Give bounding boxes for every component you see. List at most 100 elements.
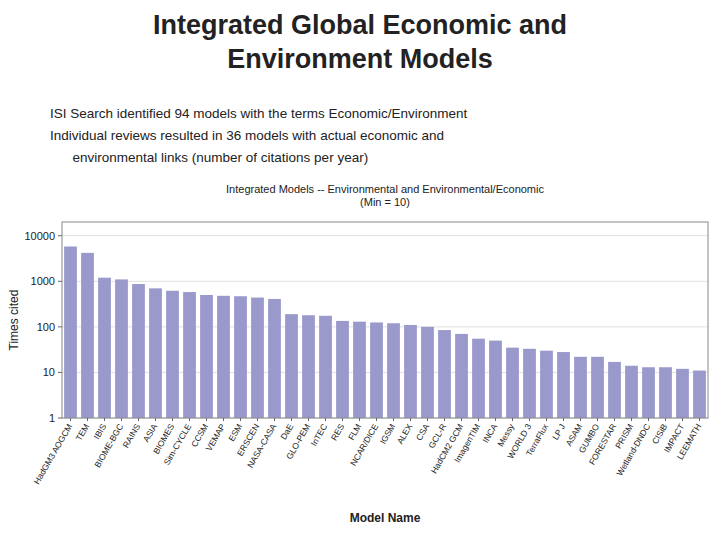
x-tick bbox=[546, 418, 547, 421]
bar bbox=[676, 369, 689, 418]
y-tick-label: 100 bbox=[37, 321, 55, 333]
bars bbox=[64, 246, 706, 418]
bar bbox=[132, 284, 145, 418]
chart-container: Integrated Global Economic and Environmen… bbox=[0, 0, 720, 540]
bar bbox=[404, 325, 417, 418]
x-tick bbox=[104, 418, 105, 421]
bar bbox=[625, 366, 638, 418]
x-tick-label: BIOME-BGC bbox=[92, 422, 125, 469]
x-tick-label: Wetland-DNDC bbox=[614, 422, 652, 478]
x-tick bbox=[87, 418, 88, 421]
bar bbox=[455, 334, 468, 418]
x-tick bbox=[274, 418, 275, 421]
subtitle: ISI Search identified 94 models with the… bbox=[50, 106, 467, 121]
y-tick-label: 10000 bbox=[24, 230, 55, 242]
x-tick bbox=[631, 418, 632, 421]
x-tick bbox=[291, 418, 292, 421]
x-tick bbox=[138, 418, 139, 421]
x-tick bbox=[223, 418, 224, 421]
x-tick bbox=[240, 418, 241, 421]
bar bbox=[183, 292, 196, 418]
grid-line bbox=[62, 235, 708, 236]
y-axis-label: Times cited bbox=[7, 290, 21, 351]
chart: Integrated Global Economic and Environmen… bbox=[0, 0, 720, 540]
bar bbox=[285, 314, 298, 418]
x-tick-label: IBIS bbox=[92, 422, 109, 441]
x-tick-label: RES bbox=[329, 422, 347, 442]
y-tick bbox=[58, 235, 62, 236]
x-tick bbox=[342, 418, 343, 421]
bar bbox=[659, 367, 672, 418]
plot-background bbox=[62, 222, 708, 418]
y-tick bbox=[58, 326, 62, 327]
bar bbox=[370, 322, 383, 418]
x-tick-label: InTEC bbox=[309, 422, 330, 448]
x-tick bbox=[444, 418, 445, 421]
x-tick bbox=[580, 418, 581, 421]
x-tick bbox=[427, 418, 428, 421]
x-tick-label: NCAR/DICE bbox=[348, 422, 380, 468]
grid-line bbox=[62, 281, 708, 282]
x-tick bbox=[563, 418, 564, 421]
bar bbox=[81, 253, 94, 418]
y-tick bbox=[58, 281, 62, 282]
bar bbox=[115, 279, 128, 418]
x-tick-label: GLO-PEM bbox=[284, 422, 312, 461]
bar bbox=[557, 352, 570, 418]
x-tick bbox=[478, 418, 479, 421]
bar bbox=[336, 321, 349, 418]
x-tick bbox=[665, 418, 666, 421]
bar bbox=[64, 246, 77, 418]
x-tick-label: IGSM bbox=[378, 422, 398, 446]
bar bbox=[506, 348, 519, 418]
plot-title: (Min = 10) bbox=[360, 196, 410, 208]
x-tick bbox=[393, 418, 394, 421]
bar bbox=[608, 362, 621, 418]
title: Integrated Global Economic and bbox=[153, 10, 567, 40]
y-tick bbox=[58, 372, 62, 373]
x-tick bbox=[682, 418, 683, 421]
x-tick bbox=[614, 418, 615, 421]
x-tick-label: ALEX bbox=[395, 422, 415, 446]
bar bbox=[523, 349, 536, 418]
x-tick bbox=[495, 418, 496, 421]
bar bbox=[200, 295, 213, 418]
y-tick-label: 10 bbox=[43, 366, 55, 378]
bar bbox=[353, 322, 366, 418]
x-tick-label: TEM bbox=[74, 422, 92, 443]
bar bbox=[234, 296, 247, 418]
x-tick bbox=[155, 418, 156, 421]
x-tick bbox=[257, 418, 258, 421]
x-tick-label: LEEMATH bbox=[675, 422, 703, 461]
y-tick bbox=[58, 418, 62, 419]
x-tick bbox=[121, 418, 122, 421]
bar bbox=[642, 367, 655, 418]
x-tick-label: RAINS bbox=[121, 422, 143, 450]
bar bbox=[438, 330, 451, 418]
bar bbox=[149, 288, 162, 418]
bar bbox=[540, 351, 553, 418]
bar bbox=[693, 371, 706, 418]
x-tick bbox=[70, 418, 71, 421]
x-tick-label: DaE bbox=[278, 422, 295, 442]
bar bbox=[268, 299, 281, 418]
title: Environment Models bbox=[227, 44, 493, 74]
x-tick-label: VEMAP bbox=[204, 422, 228, 453]
bar bbox=[489, 341, 502, 418]
x-tick bbox=[189, 418, 190, 421]
bar bbox=[319, 316, 332, 418]
bar bbox=[251, 298, 264, 418]
subtitle: environmental links (number of citations… bbox=[50, 150, 368, 165]
x-tick bbox=[529, 418, 530, 421]
bar bbox=[472, 339, 485, 418]
plot-frame bbox=[62, 222, 708, 418]
x-axis-label: Model Name bbox=[350, 511, 421, 525]
bar bbox=[421, 327, 434, 418]
bar bbox=[217, 296, 230, 418]
bar bbox=[166, 291, 179, 418]
x-tick bbox=[597, 418, 598, 421]
bar bbox=[302, 315, 315, 418]
x-tick bbox=[410, 418, 411, 421]
bar bbox=[574, 357, 587, 418]
x-tick bbox=[172, 418, 173, 421]
